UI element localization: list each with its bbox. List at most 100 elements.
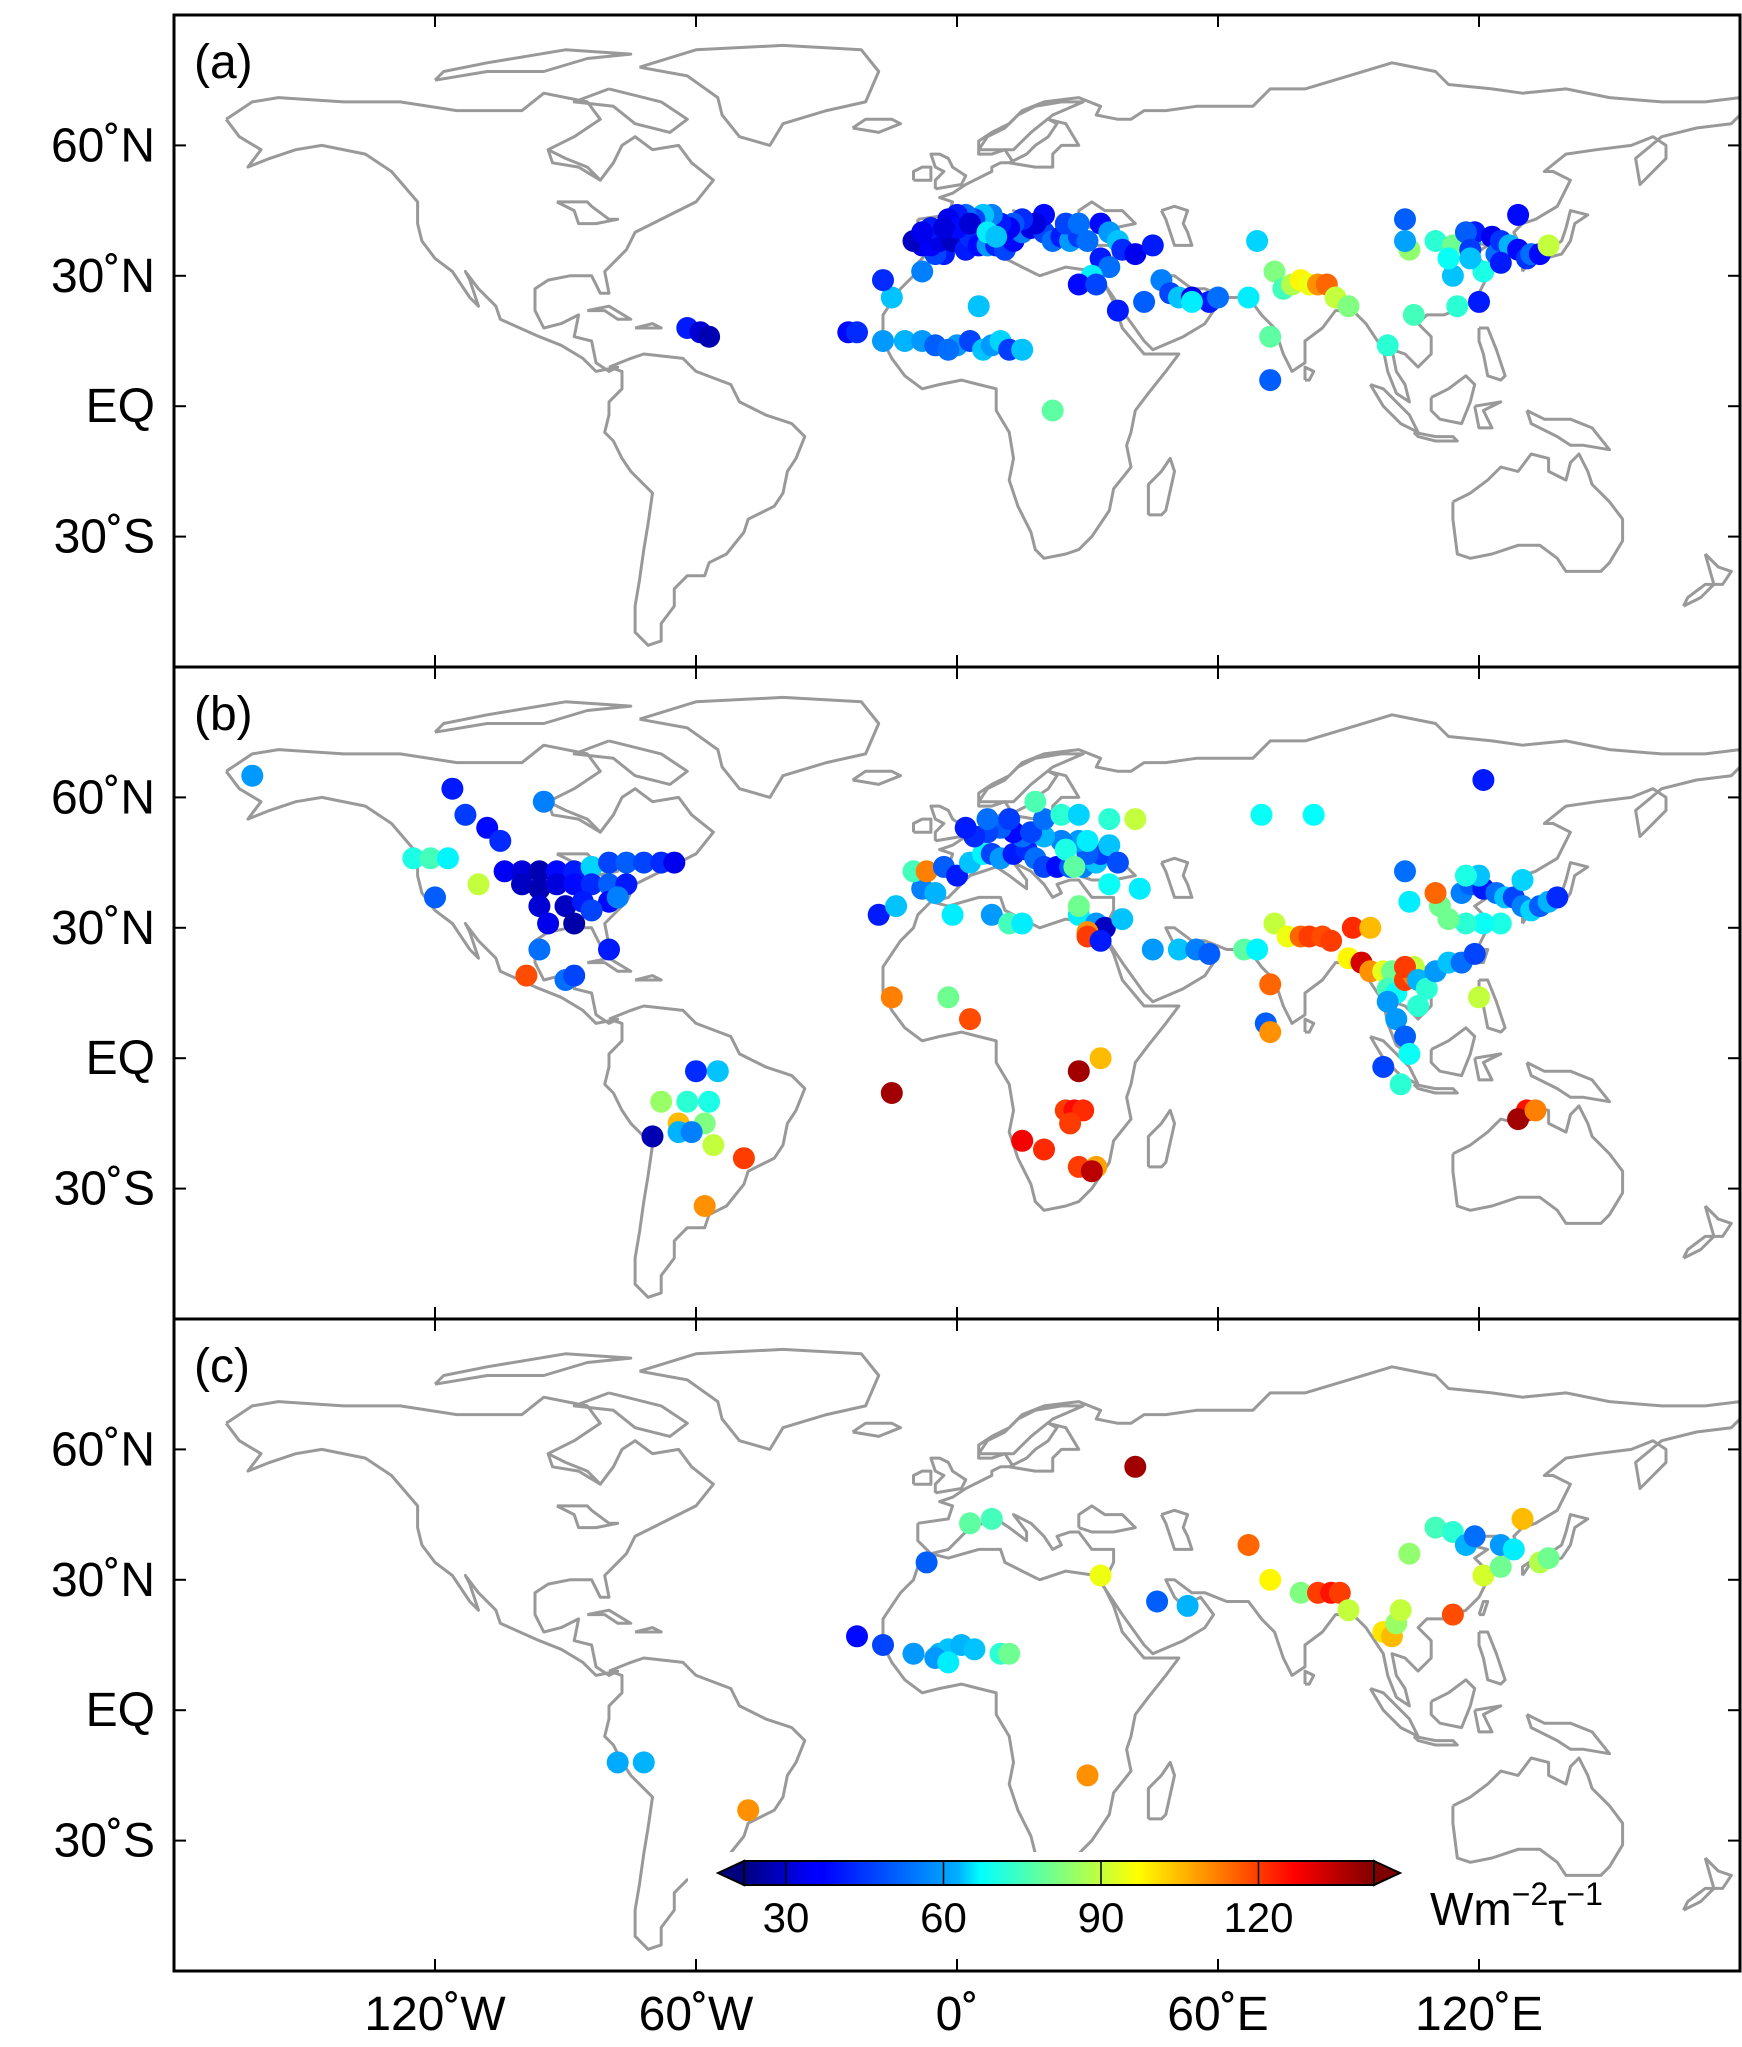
- coastline-borneo: [1429, 1026, 1477, 1078]
- station-point: [632, 1751, 655, 1774]
- station-point: [528, 895, 551, 918]
- coastline-new-guinea: [1525, 1713, 1611, 1756]
- coastline-sulawesi: [1473, 1704, 1503, 1734]
- station-points: [606, 1455, 1560, 1822]
- lat-tick-label: EQ: [86, 380, 155, 433]
- coastline-north-america: [225, 1395, 715, 1677]
- station-point: [1389, 1073, 1412, 1096]
- coastline-scandinavia: [977, 1404, 1085, 1456]
- coastline-caspian-sea: [1160, 1508, 1194, 1551]
- coastline-caspian-sea: [1160, 204, 1194, 247]
- coastline-baltic: [1008, 117, 1081, 169]
- station-point: [846, 1625, 868, 1648]
- station-point: [515, 964, 538, 987]
- station-point: [241, 764, 264, 787]
- station-point: [632, 851, 655, 874]
- station-point: [959, 212, 981, 235]
- station-point: [1398, 890, 1421, 913]
- map-panel-a: (a): [174, 15, 1740, 667]
- station-point: [1441, 264, 1464, 287]
- map-panel-c: (c): [174, 1319, 1740, 1971]
- station-point: [1098, 834, 1121, 857]
- station-point: [1067, 803, 1090, 826]
- station-point: [885, 895, 908, 918]
- lat-tick-label: 30˚N: [51, 902, 155, 955]
- coastline-sri-lanka: [1303, 1669, 1316, 1686]
- station-point: [1098, 256, 1121, 279]
- station-point: [1398, 1542, 1421, 1565]
- station-point: [1441, 1603, 1464, 1626]
- station-point: [1067, 273, 1090, 296]
- station-point: [1372, 1055, 1395, 1078]
- station-point: [1389, 1599, 1412, 1622]
- coastline-eurasia: [916, 713, 1740, 1056]
- station-point: [1454, 221, 1477, 244]
- station-point: [1167, 938, 1190, 961]
- station-point: [959, 1008, 981, 1031]
- coastline-borneo: [1429, 1678, 1477, 1730]
- coastline-scandinavia: [977, 100, 1085, 152]
- tick-marks: [174, 667, 1740, 1319]
- station-point: [1050, 803, 1073, 826]
- panel-frames: [172, 13, 1742, 1973]
- coastline-layer: [225, 695, 1740, 1299]
- station-point: [980, 903, 1003, 926]
- station-point: [528, 860, 551, 883]
- coastline-south-america: [603, 1004, 807, 1299]
- lat-tick-label: EQ: [86, 1684, 155, 1737]
- station-point: [580, 899, 603, 922]
- station-point: [872, 1634, 894, 1656]
- station-point: [932, 217, 955, 239]
- colorbar-extend-high: [1373, 1859, 1403, 1887]
- station-point: [1328, 1581, 1351, 1604]
- station-point: [563, 964, 586, 987]
- unit-tau: τ: [1548, 1883, 1566, 1935]
- station-point: [1176, 1594, 1199, 1617]
- station-point: [1076, 230, 1099, 252]
- station-point: [1259, 973, 1282, 996]
- station-point: [893, 330, 916, 352]
- station-point: [1502, 1538, 1525, 1561]
- coastline-taiwan: [1477, 1600, 1490, 1617]
- station-point: [941, 903, 964, 926]
- coastline-java: [1412, 1734, 1459, 1747]
- coastline-arctic-islands: [433, 48, 633, 82]
- station-point: [1111, 908, 1134, 931]
- station-point: [1033, 808, 1055, 831]
- station-point: [1302, 803, 1325, 826]
- station-point: [1133, 290, 1156, 313]
- lon-tick-label: 60˚W: [639, 1988, 754, 2041]
- coastline-new-zealand: [1703, 1856, 1733, 1890]
- station-point: [1454, 912, 1477, 935]
- station-points: [676, 203, 1560, 422]
- station-point: [598, 851, 620, 874]
- station-point: [1472, 769, 1495, 791]
- station-point: [1198, 942, 1221, 965]
- coastline-hispaniola: [634, 1626, 663, 1634]
- station-point: [1424, 882, 1447, 904]
- station-point: [437, 847, 459, 870]
- station-point: [1489, 912, 1512, 935]
- coastline-australia: [1451, 1756, 1625, 1877]
- station-point: [1507, 1108, 1530, 1131]
- lat-tick-label: 60˚N: [51, 771, 155, 824]
- station-point: [1472, 912, 1495, 935]
- station-point: [424, 886, 446, 909]
- station-point: [1407, 995, 1430, 1017]
- station-point: [1207, 286, 1229, 309]
- coastline-australia: [1451, 452, 1625, 573]
- station-point: [1246, 230, 1269, 252]
- station-point: [872, 330, 894, 352]
- coastline-arctic-islands: [433, 700, 633, 734]
- coastline-baltic: [1008, 1421, 1081, 1473]
- station-point: [1237, 286, 1260, 309]
- lat-tick-label: EQ: [86, 1032, 155, 1085]
- coastline-new-guinea: [1525, 1061, 1611, 1104]
- station-point: [1067, 212, 1090, 235]
- coastline-borneo: [1429, 374, 1477, 426]
- coastline-philippines: [1477, 1630, 1507, 1686]
- station-point: [976, 808, 999, 831]
- station-point: [1463, 942, 1486, 965]
- coastline-iceland: [851, 117, 902, 134]
- station-point: [1011, 1129, 1034, 1152]
